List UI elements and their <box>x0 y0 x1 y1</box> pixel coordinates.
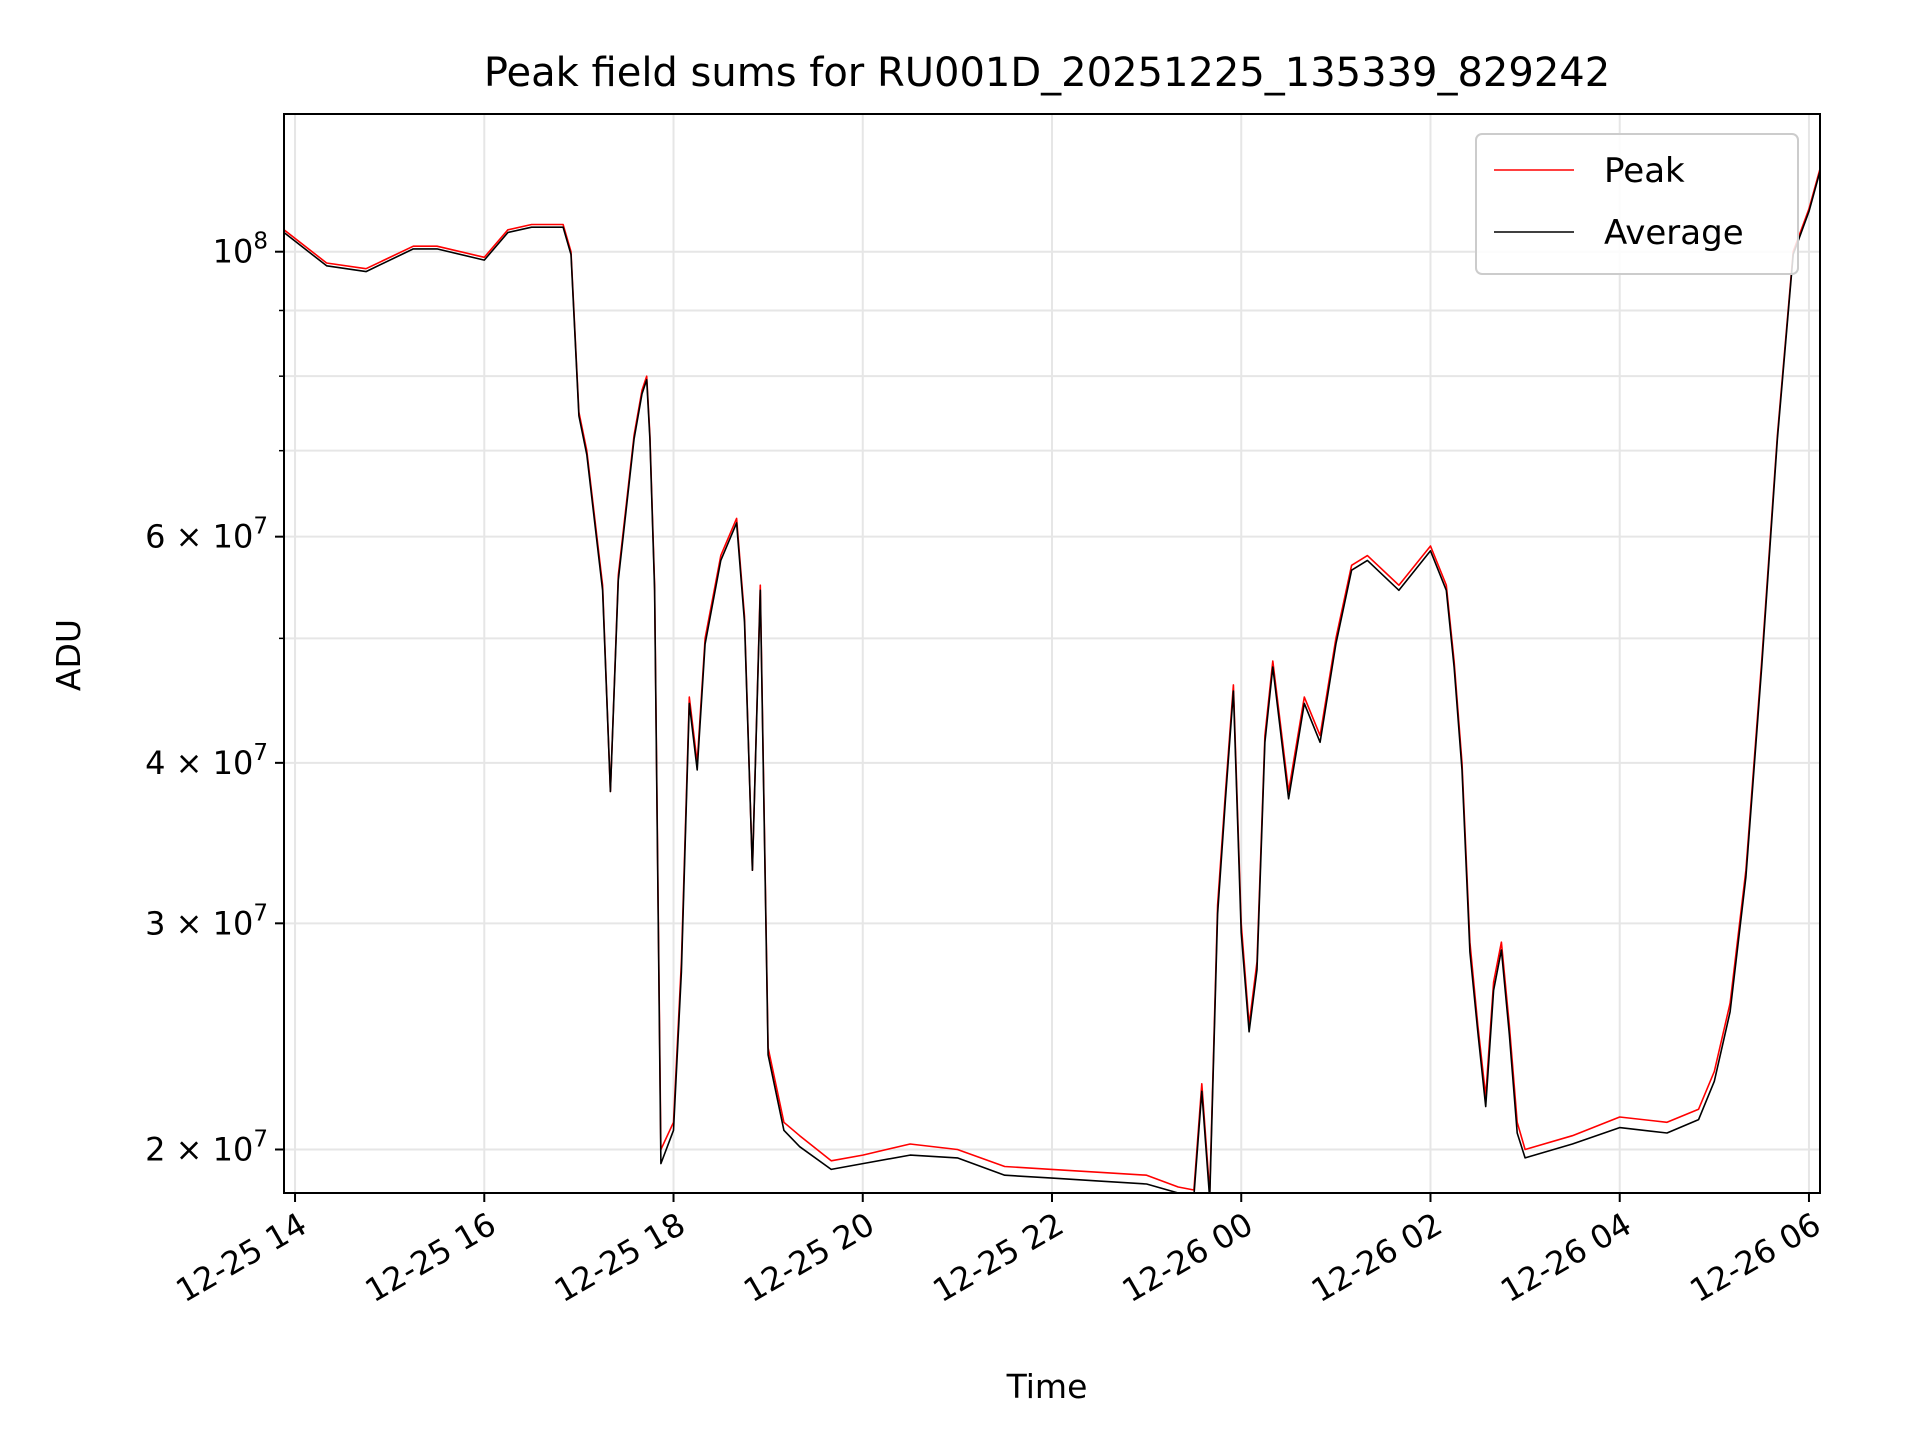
y-tick-label: 108 <box>213 229 268 271</box>
y-tick-label: 6 × 107 <box>145 514 268 556</box>
legend: Peak Average <box>1475 133 1799 275</box>
chart-title: Peak field sums for RU001D_20251225_1353… <box>484 50 1610 96</box>
series-line-average <box>284 171 1820 1193</box>
grid <box>284 114 1820 1193</box>
y-tick-label: 3 × 107 <box>145 900 268 942</box>
legend-label-peak: Peak <box>1604 151 1685 191</box>
x-axis-label: Time <box>1006 1367 1088 1406</box>
y-tick-label: 2 × 107 <box>145 1127 268 1169</box>
y-tick-label: 4 × 107 <box>145 740 268 782</box>
legend-box <box>1475 133 1799 275</box>
legend-label-average: Average <box>1604 213 1744 253</box>
series-layer <box>284 168 1820 1193</box>
y-axis: 108 6 × 107 4 × 107 3 × 107 2 × 107 <box>145 229 284 1169</box>
y-axis-label: ADU <box>49 619 88 691</box>
